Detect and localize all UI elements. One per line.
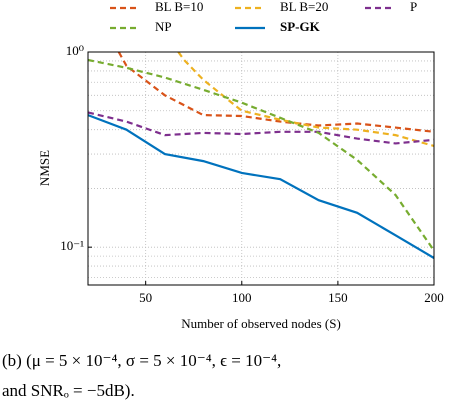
series-line — [88, 114, 434, 259]
caption-line: and SNRₒ = −5dB). — [2, 381, 135, 400]
legend-label: SP-GK — [280, 19, 321, 34]
series-line — [88, 58, 434, 252]
legend-label: P — [410, 0, 417, 14]
legend-label: BL B=20 — [280, 0, 328, 14]
x-tick-label: 100 — [232, 290, 252, 305]
y-axis-label: NMSE — [37, 150, 52, 186]
legend-label: NP — [155, 19, 172, 34]
series-line — [117, 52, 434, 133]
plot-area — [88, 52, 434, 259]
x-tick-label: 150 — [328, 290, 348, 305]
x-tick-label: 50 — [139, 290, 152, 305]
x-axis-label: Number of observed nodes (S) — [181, 316, 341, 331]
x-tick-label: 200 — [424, 290, 444, 305]
caption-line: (b) (μ = 5 × 10⁻⁴, σ = 5 × 10⁻⁴, ϵ = 10⁻… — [2, 351, 281, 370]
plot-frame — [87, 51, 435, 286]
y-tick-label: 10⁻¹ — [60, 238, 84, 253]
legend-label: BL B=10 — [155, 0, 203, 14]
series-line — [88, 111, 434, 145]
y-tick-label: 10⁰ — [66, 43, 84, 58]
